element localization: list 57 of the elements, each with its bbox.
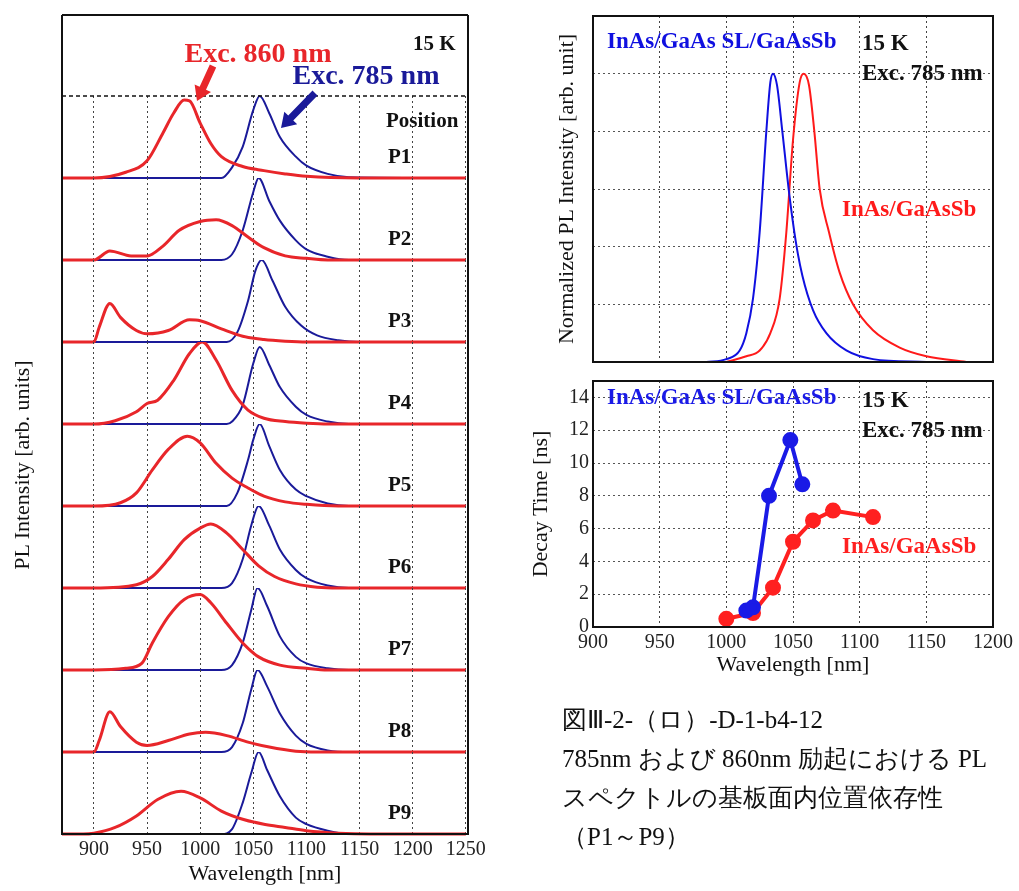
point bbox=[782, 432, 799, 449]
x-axis-title: Wavelength [nm] bbox=[188, 860, 342, 886]
point bbox=[785, 533, 801, 550]
annotation: P2 bbox=[388, 226, 412, 251]
y-axis-title: Normalized PL Intensity [arb. unit] bbox=[553, 33, 579, 345]
x-tick-label: 1200 bbox=[392, 837, 433, 860]
point bbox=[794, 476, 811, 493]
point bbox=[805, 512, 821, 529]
point bbox=[745, 599, 761, 616]
y-tick-label: 6 bbox=[579, 515, 589, 538]
annotation: P4 bbox=[388, 390, 412, 415]
y-tick-label: 2 bbox=[579, 581, 589, 604]
x-tick-label: 1000 bbox=[180, 837, 221, 860]
x-tick-label: 1250 bbox=[445, 837, 486, 860]
x-tick-label: 1200 bbox=[973, 630, 1013, 653]
annotation: Position bbox=[386, 108, 459, 133]
point bbox=[825, 502, 841, 519]
x-tick-label: 1150 bbox=[906, 630, 946, 653]
y-tick-label: 8 bbox=[579, 483, 589, 506]
x-tick-label: 1000 bbox=[706, 630, 747, 653]
point bbox=[765, 579, 781, 596]
annotation: Exc. 785 nm bbox=[862, 59, 983, 85]
text: 図Ⅲ-2-（ロ）-D-1-b4-12 bbox=[562, 705, 824, 735]
text: 785nm および 860nm 励起における PL スペクトルの基板面内位置依存性（P1～P9） bbox=[562, 744, 987, 852]
x-tick-label: 1050 bbox=[773, 630, 813, 653]
annotation: P8 bbox=[388, 718, 412, 743]
x-tick-label: 1050 bbox=[233, 837, 274, 860]
annotation: P6 bbox=[388, 554, 412, 579]
annotation: 15 K bbox=[862, 386, 909, 412]
text: InAs/GaAs SL/GaAsSb bbox=[607, 383, 837, 409]
series-label: InAs/GaAsSb bbox=[842, 532, 977, 558]
annotation: P5 bbox=[388, 472, 412, 497]
point bbox=[761, 487, 777, 504]
y-tick-label: 14 bbox=[569, 384, 589, 407]
x-tick-label: 950 bbox=[644, 630, 675, 653]
text: 15 K bbox=[862, 29, 909, 55]
y-tick-label: 12 bbox=[569, 417, 589, 440]
text: InAs/GaAs SL/GaAsSb bbox=[607, 27, 837, 53]
y-axis-title: PL Intensity [arb. units] bbox=[9, 360, 35, 570]
x-tick-label: 1100 bbox=[840, 630, 880, 653]
x-tick-label: 1100 bbox=[286, 837, 327, 860]
point bbox=[865, 509, 881, 526]
annotation: P1 bbox=[388, 144, 412, 169]
x-tick-label: 950 bbox=[132, 837, 163, 860]
x-axis-title: Wavelength [nm] bbox=[716, 651, 870, 677]
y-tick-label: 4 bbox=[579, 548, 589, 571]
series-label: InAs/GaAsSb bbox=[842, 195, 977, 221]
annotation: P3 bbox=[388, 308, 412, 333]
text: 15 K bbox=[413, 31, 457, 56]
y-axis-title: Decay Time [ns] bbox=[527, 430, 553, 578]
y-tick-label: 10 bbox=[569, 450, 589, 473]
x-tick-label: 900 bbox=[78, 837, 109, 860]
annotation: P9 bbox=[388, 800, 412, 825]
annotation: Exc. 785 nm bbox=[862, 416, 983, 442]
point bbox=[718, 610, 735, 627]
annotation: P7 bbox=[388, 636, 412, 661]
x-tick-label: 1150 bbox=[339, 837, 380, 860]
